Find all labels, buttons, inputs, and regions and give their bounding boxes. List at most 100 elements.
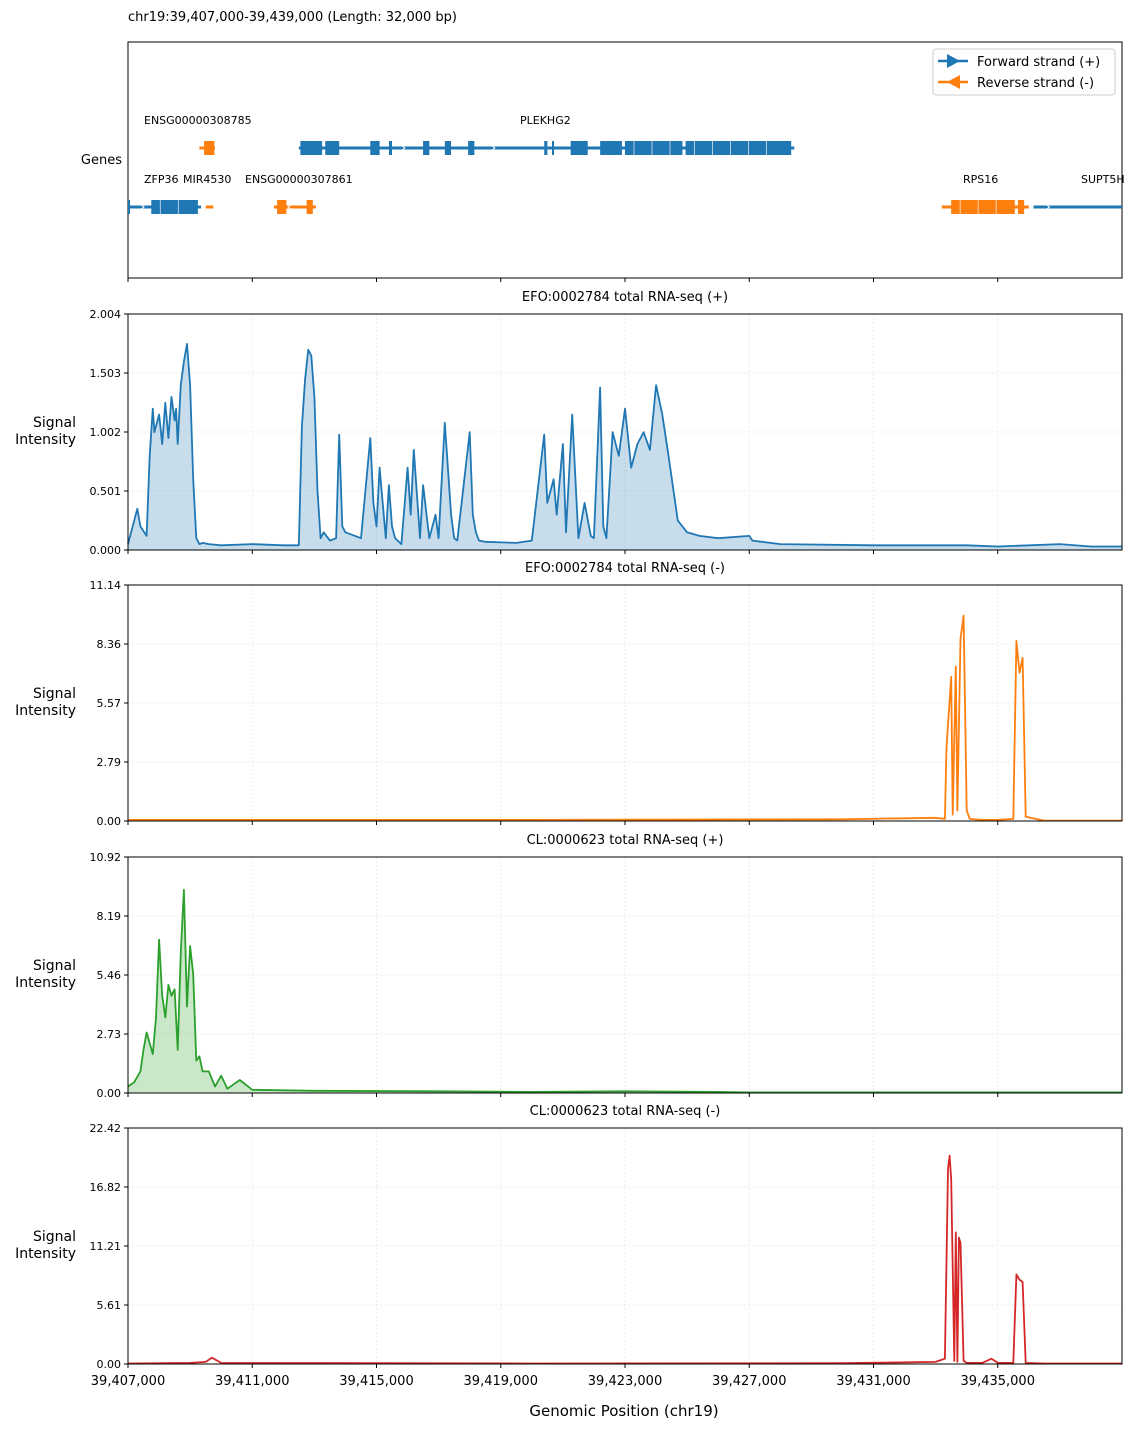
gene-exon [1017, 200, 1025, 214]
y-tick-label: 2.73 [97, 1028, 122, 1041]
y-tick-label: 10.92 [90, 851, 122, 864]
y-tick-label: 8.36 [97, 638, 122, 651]
legend-label: Forward strand (+) [977, 55, 1100, 70]
gene-label: ENSG00000307861 [245, 173, 353, 186]
signal-track-1: 0.000 0.501 1.002 1.503 2.004 EFO:0002784 tot… [15, 290, 1123, 557]
gene-ensg00000307861 [273, 200, 316, 214]
gene-label: MIR4530 [183, 173, 231, 186]
y-tick-label: 0.00 [97, 815, 122, 828]
y-tick-label: 8.19 [97, 910, 122, 923]
gene-exon [151, 200, 198, 214]
gene-exon [951, 200, 1015, 214]
y-tick-label: 1.002 [90, 426, 122, 439]
x-axis-label: Genomic Position (chr19) [529, 1402, 718, 1420]
y-tick-label: 5.61 [97, 1299, 122, 1312]
y-tick-label: 2.79 [97, 756, 122, 769]
y-tick-label: 0.000 [90, 544, 122, 557]
gene-exon [423, 141, 430, 155]
x-tick-label: 39,435,000 [961, 1374, 1035, 1389]
gene-ensg00000308785 [199, 141, 215, 155]
strand-chevron [1045, 203, 1051, 211]
gene-models [128, 141, 1122, 214]
y-tick-label: 0.00 [97, 1358, 122, 1371]
gene-exon [625, 141, 683, 155]
strand-chevron [490, 144, 496, 152]
arrow-left-icon [947, 75, 960, 89]
arrow-right-icon [947, 54, 960, 68]
legend-label: Reverse strand (-) [977, 76, 1094, 91]
signal-track-4: 0.00 5.61 11.21 16.82 22.42 CL:0000623 total … [15, 1104, 1123, 1371]
track-title: CL:0000623 total RNA-seq (-) [530, 1104, 721, 1119]
signal-line [127, 343, 1122, 548]
signal-line [127, 888, 1122, 1094]
track-title: EFO:0002784 total RNA-seq (+) [522, 290, 728, 305]
genes-track: Genes ENSG00000308785 PLEKHG2 ZFP36 MIR4530 E… [81, 41, 1125, 282]
gene-label: ENSG00000308785 [144, 114, 252, 127]
gene-exon [468, 141, 475, 155]
track-ylabel: Signal [33, 415, 76, 431]
strand-chevron [400, 144, 406, 152]
signal-line [127, 1154, 1122, 1365]
gene-exon [306, 200, 313, 214]
gene-exon [600, 141, 622, 155]
gene-exon [325, 141, 340, 155]
track-ylabel: Intensity [15, 432, 76, 448]
legend-box [932, 48, 1116, 96]
y-tick-label: 1.503 [90, 367, 122, 380]
signal-line [128, 614, 1122, 822]
x-tick-label: 39,423,000 [588, 1374, 662, 1389]
gene-exon [128, 200, 130, 214]
strand-chevron [139, 203, 145, 211]
x-tick-label: 39,419,000 [464, 1374, 538, 1389]
gene-exon [388, 141, 393, 155]
track-ylabel: Signal [33, 958, 76, 974]
y-tick-label: 16.82 [90, 1181, 122, 1194]
signal-track-2: 0.00 2.79 5.57 8.36 11.14 EFO:0002784 total R… [15, 561, 1123, 828]
x-tick-label: 39,407,000 [91, 1374, 165, 1389]
track-ylabel: Intensity [15, 703, 76, 719]
signal-track-3: 0.00 2.73 5.46 8.19 10.92 CL:0000623 total RN… [15, 833, 1123, 1100]
track-title: EFO:0002784 total RNA-seq (-) [525, 561, 725, 576]
strand-legend: Forward strand (+) Reverse strand (-) [932, 48, 1116, 96]
gene-label: ZFP36 [144, 173, 179, 186]
y-tick-label: 0.501 [90, 485, 122, 498]
gene-supt5h [1033, 203, 1122, 211]
track-ylabel: Intensity [15, 975, 76, 991]
gene-exon [300, 141, 323, 155]
track-ylabel: Signal [33, 1229, 76, 1245]
genes-ylabel: Genes [81, 153, 122, 168]
y-tick-label: 0.00 [97, 1087, 122, 1100]
x-tick-label: 39,415,000 [339, 1374, 413, 1389]
gene-zfp36 [128, 200, 201, 214]
gene-exon [544, 141, 548, 155]
gene-plekhg2 [298, 141, 795, 155]
x-tick-label: 39,431,000 [836, 1374, 910, 1389]
region-header: chr19:39,407,000-39,439,000 (Length: 32,… [128, 10, 457, 25]
gene-exon [277, 200, 287, 214]
y-tick-label: 11.21 [90, 1240, 122, 1253]
track-title: CL:0000623 total RNA-seq (+) [527, 833, 724, 848]
y-tick-label: 11.14 [90, 579, 122, 592]
x-tick-label: 39,427,000 [712, 1374, 786, 1389]
gene-exon [570, 141, 588, 155]
gene-label: SUPT5H [1081, 173, 1125, 186]
gene-exon [370, 141, 380, 155]
track-ylabel: Signal [33, 686, 76, 702]
y-tick-label: 5.46 [97, 969, 122, 982]
gene-rps16 [941, 200, 1029, 214]
y-tick-label: 2.004 [90, 308, 122, 321]
signal-tracks: 0.000 0.501 1.002 1.503 2.004 EFO:0002784 tot… [15, 290, 1123, 1389]
gene-label: PLEKHG2 [520, 114, 571, 127]
strand-chevron [287, 203, 293, 211]
x-tick-label: 39,411,000 [215, 1374, 289, 1389]
gene-exon [552, 141, 555, 155]
signal-area [128, 343, 1122, 550]
gene-exon [685, 141, 792, 155]
gene-exon [204, 141, 215, 155]
gene-label: RPS16 [963, 173, 998, 186]
y-tick-label: 5.57 [97, 697, 122, 710]
y-tick-label: 22.42 [90, 1122, 122, 1135]
gene-exon [444, 141, 452, 155]
track-ylabel: Intensity [15, 1246, 76, 1262]
